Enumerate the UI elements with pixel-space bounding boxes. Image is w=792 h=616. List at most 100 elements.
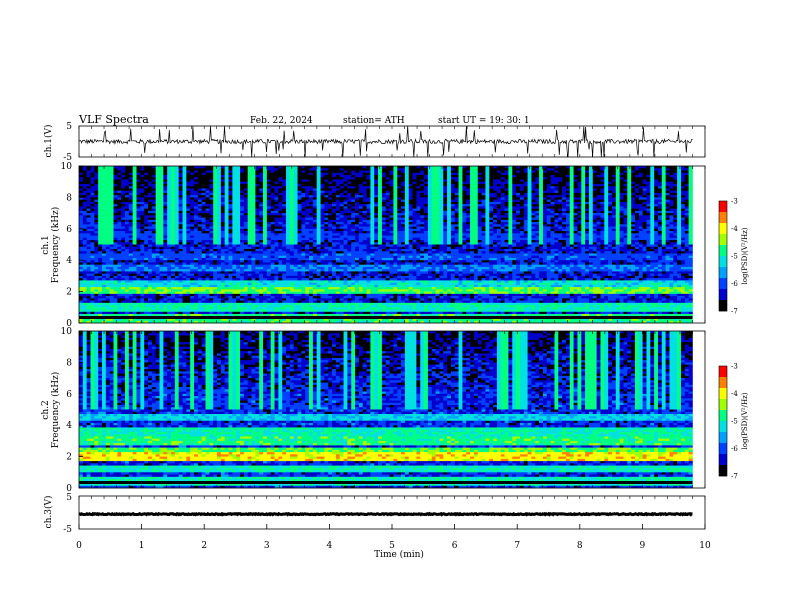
spectrogram-cell [151,206,156,209]
spectrogram-cell [251,168,256,171]
spectrogram-cell [90,201,95,205]
spectrogram-cell [86,210,91,214]
spectrogram-cell [232,210,237,214]
spectrogram-cell [190,278,195,281]
spectrogram-cell [144,293,149,297]
spectrogram-cell [140,251,145,254]
spectrogram-cell [293,201,298,205]
spectrogram-cell [178,269,183,272]
spectrogram-cell [171,170,176,174]
spectrogram-cell [98,271,103,274]
spectrogram-cell [243,228,248,232]
spectrogram-cell [282,318,287,322]
spectrogram-cell [213,284,218,288]
spectrogram-cell [251,237,256,241]
spectrogram-cell [159,242,164,245]
spectrogram-cell [128,224,133,227]
spectrogram-cell [289,224,295,227]
spectrogram-cell [98,190,103,194]
spectrogram-cell [220,226,225,230]
spectrogram-cell [343,179,348,182]
spectrogram-cell [339,181,344,185]
spectrogram-cell [347,183,352,187]
spectrogram-cell [240,168,245,171]
spectrogram-cell [224,244,229,248]
spectrogram-cell [151,240,156,243]
spectrogram-cell [98,192,103,196]
spectrogram-cell [297,233,302,236]
spectrogram-cell [201,280,206,283]
spectrogram-cell [286,242,291,245]
spectrogram-cell [328,237,333,241]
spectrogram-cell [102,264,107,268]
spectrogram-cell [335,217,341,221]
spectrogram-cell [255,199,260,203]
spectrogram-cell [194,210,199,214]
spectrogram-cell [316,314,321,317]
spectrogram-cell [86,260,91,263]
spectrogram-cell [171,307,176,310]
spectrogram-cell [121,246,126,250]
spectrogram-cell [205,305,210,308]
spectrogram-cell [263,168,268,171]
spectrogram-cell [240,271,245,274]
spectrogram-cell [128,210,133,214]
spectrogram-cell [194,240,199,243]
spectrogram-cell [247,199,252,203]
spectrogram-cell [194,257,199,261]
spectrogram-cell [236,302,241,306]
spectrogram-cell [79,197,84,200]
spectrogram-cell [190,186,195,189]
spectrogram-cell [79,208,84,212]
spectrogram-cell [251,311,256,315]
spectrogram-cell [190,190,195,194]
spectrogram-cell [167,242,172,245]
spectrogram-cell [228,257,233,261]
spectrogram-cell [144,233,149,236]
spectrogram-cell [82,197,87,200]
spectrogram-cell [309,190,314,194]
spectrogram-cell [324,213,329,216]
spectrogram-cell [297,293,302,297]
spectrogram-cell [125,235,130,239]
spectrogram-cell [90,314,95,317]
spectrogram-cell [148,320,153,324]
spectrogram-cell [136,231,141,234]
spectrogram-cell [297,253,302,257]
spectrogram-cell [316,195,321,198]
spectrogram-cell [186,168,191,171]
spectrogram-cell [94,291,99,295]
spectrogram-cell [197,307,202,310]
spectrogram-cell [263,284,268,288]
spectrogram-cell [186,246,191,250]
spectrogram-cell [236,244,241,248]
spectrogram-cell [121,253,126,257]
spectrogram-cell [151,233,156,236]
spectrogram-cell [293,289,298,292]
spectrogram-cell [148,260,153,263]
spectrogram-cell [236,275,241,279]
spectrogram-cell [293,282,298,286]
spectrogram-cell [98,231,103,234]
spectrogram-cell [266,275,272,279]
spectrogram-cell [148,273,153,277]
spectrogram-cell [293,300,298,304]
spectrogram-cell [339,289,344,292]
spectrogram-cell [339,251,344,254]
spectrogram-cell [125,228,130,232]
spectrogram-cell [90,195,95,198]
spectrogram-cell [171,210,176,214]
spectrogram-cell [255,275,260,279]
spectrogram-cell [228,293,233,297]
spectrogram-cell [217,307,222,310]
spectrogram-cell [282,296,287,299]
spectrogram-cell [94,235,99,239]
spectrogram-cell [90,318,95,322]
spectrogram-cell [266,248,272,252]
spectrogram-cell [132,242,137,245]
spectrogram-cell [167,192,172,196]
spectrogram-cell [293,278,298,281]
spectrogram-cell [163,266,168,270]
spectrogram-cell [339,309,344,313]
spectrogram-cell [167,246,172,250]
